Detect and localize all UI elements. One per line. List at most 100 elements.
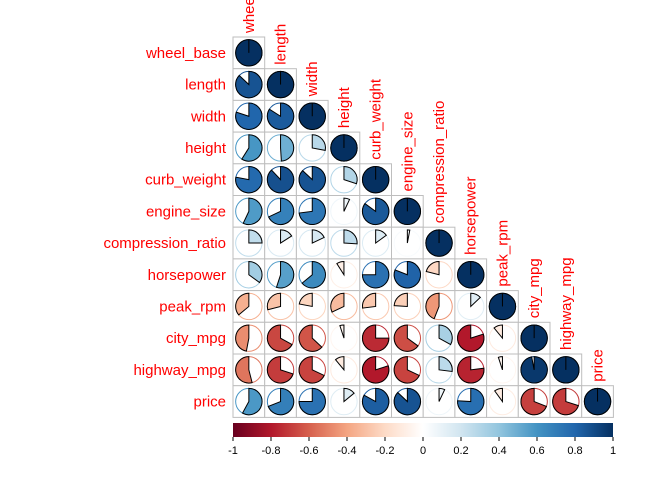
pie-slice xyxy=(552,387,580,416)
cell-horsepower-length xyxy=(264,258,297,292)
cell-height-length xyxy=(264,131,297,165)
colorbar-tick-label: -1 xyxy=(228,445,238,457)
cell-city_mpg-wheel_base xyxy=(232,321,266,355)
cell-peak_rpm-compression_ratio xyxy=(422,290,456,323)
colorbar: -1 -0.8 -0.6 -0.4 -0.2 0 0.2 0.4 0.6 0.8 1 xyxy=(228,423,616,457)
colorbar-gradient xyxy=(233,423,613,437)
cell-highway_mpg-compression_ratio xyxy=(422,353,456,387)
colorbar-tick-label: -0.6 xyxy=(300,445,319,457)
cell-city_mpg-curb_weight xyxy=(359,321,392,355)
pie-slice xyxy=(334,356,345,372)
cell-price-engine_size xyxy=(391,385,424,418)
cell-price-wheel_base xyxy=(232,385,266,418)
pie-slice xyxy=(266,324,293,352)
cell-city_mpg-width xyxy=(295,321,329,355)
cell-horsepower-horsepower xyxy=(454,258,488,292)
cell-curb_weight-length xyxy=(264,163,297,197)
pie-slice xyxy=(241,387,263,416)
cell-city_mpg-height xyxy=(327,321,361,355)
pie-slice xyxy=(457,387,485,416)
cell-price-length xyxy=(264,385,297,418)
cell-city_mpg-compression_ratio xyxy=(422,321,456,355)
column-label-length: length xyxy=(273,24,290,65)
pie-slice xyxy=(275,261,295,289)
cell-city_mpg-length xyxy=(264,321,297,355)
colorbar-tick-label: 1 xyxy=(610,445,616,457)
cell-curb_weight-height xyxy=(327,163,361,197)
cell-peak_rpm-height xyxy=(327,290,361,323)
pie-slice xyxy=(393,261,422,289)
pie-slice xyxy=(493,324,503,340)
pie-slice xyxy=(241,134,263,162)
cell-price-width xyxy=(295,385,329,418)
cell-highway_mpg-width xyxy=(295,353,329,387)
column-label-width: width xyxy=(304,61,321,97)
pie-slice xyxy=(361,324,390,352)
cell-wheel_base-wheel_base xyxy=(232,36,266,70)
pie-slice xyxy=(248,229,263,244)
pie-slice xyxy=(235,165,263,194)
cell-price-compression_ratio xyxy=(422,385,456,418)
pie-slice xyxy=(343,197,351,212)
column-label-engine_size: engine_size xyxy=(399,111,416,191)
pie-slice xyxy=(393,292,408,307)
pie-slice xyxy=(298,324,323,352)
cell-engine_size-engine_size xyxy=(391,195,424,228)
row-label-height: height xyxy=(185,140,227,157)
cell-highway_mpg-highway_mpg xyxy=(549,353,583,387)
cell-highway_mpg-peak_rpm xyxy=(486,353,519,387)
cell-length-length xyxy=(264,68,297,101)
cell-compression_ratio-width xyxy=(295,226,329,260)
cell-horsepower-width xyxy=(295,258,329,292)
pie-slice xyxy=(406,229,411,244)
cell-curb_weight-curb_weight xyxy=(359,163,392,197)
pie-slice xyxy=(393,387,422,416)
pie-slice xyxy=(339,324,345,339)
pie-slice xyxy=(343,229,358,245)
pie-slice xyxy=(470,292,482,308)
pie-slice xyxy=(301,261,326,289)
row-label-curb_weight: curb_weight xyxy=(145,172,227,189)
cell-price-curb_weight xyxy=(359,385,392,418)
pie-slice xyxy=(361,387,390,416)
pie-slice xyxy=(497,356,503,371)
cell-peak_rpm-width xyxy=(295,290,329,323)
cell-peak_rpm-horsepower xyxy=(454,290,488,323)
row-label-length: length xyxy=(185,77,226,94)
pie-slice xyxy=(361,356,390,384)
cell-highway_mpg-engine_size xyxy=(391,353,424,387)
pie-slice xyxy=(298,197,326,226)
cell-horsepower-height xyxy=(327,258,361,292)
row-label-wheel_base: wheel_base xyxy=(145,45,226,62)
cell-height-height xyxy=(327,131,361,165)
cell-engine_size-width xyxy=(295,195,329,228)
pie-slice xyxy=(298,387,326,416)
pie-slice xyxy=(343,165,358,185)
row-label-compression_ratio: compression_ratio xyxy=(103,235,226,252)
cell-price-height xyxy=(327,385,361,418)
cell-highway_mpg-horsepower xyxy=(454,353,488,387)
pie-slice xyxy=(235,102,263,130)
colorbar-tick-label: 0.8 xyxy=(567,445,582,457)
cell-length-wheel_base xyxy=(232,68,266,101)
pie-slice xyxy=(393,324,419,352)
cell-width-length xyxy=(264,99,297,133)
cell-curb_weight-width xyxy=(295,163,329,197)
cell-width-width xyxy=(295,99,329,133)
cell-highway_mpg-curb_weight xyxy=(359,353,392,387)
pie-slice xyxy=(361,197,390,226)
cell-compression_ratio-engine_size xyxy=(391,226,424,260)
cell-engine_size-height xyxy=(327,195,361,228)
cell-horsepower-curb_weight xyxy=(359,258,392,292)
pie-slice xyxy=(280,134,295,162)
cell-price-peak_rpm xyxy=(486,385,519,418)
cell-height-width xyxy=(295,131,329,165)
pie-slice xyxy=(438,324,453,346)
cell-compression_ratio-wheel_base xyxy=(232,226,266,260)
cell-compression_ratio-compression_ratio xyxy=(422,226,456,260)
cell-highway_mpg-height xyxy=(327,353,361,387)
cell-peak_rpm-wheel_base xyxy=(232,290,266,323)
pie-slice xyxy=(311,134,326,152)
